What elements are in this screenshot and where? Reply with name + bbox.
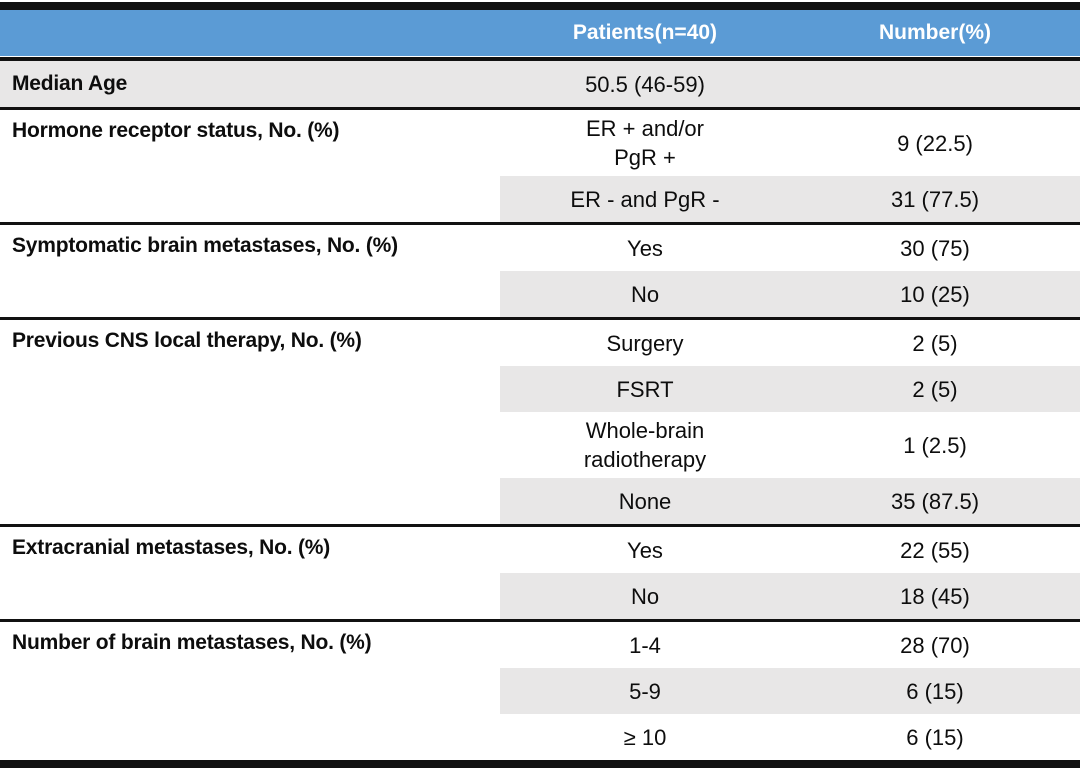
- top-margin: [0, 0, 1080, 2]
- section-label: Symptomatic brain metastases, No. (%): [12, 234, 398, 257]
- table-section: Extracranial metastases, No. (%) Yes 22 …: [0, 527, 1080, 622]
- patients-cell: 5-9: [629, 678, 661, 704]
- table-row: Yes 22 (55): [500, 527, 1080, 573]
- table-body: Median Age 50.5 (46-59) Hormone receptor…: [0, 61, 1080, 760]
- section-label: Number of brain metastases, No. (%): [12, 631, 372, 654]
- number-cell: 2 (5): [912, 376, 958, 402]
- table-row: 50.5 (46-59): [500, 61, 1080, 107]
- number-cell: [790, 80, 1080, 88]
- section-rows: Surgery 2 (5) FSRT 2 (5) Whole-brain rad…: [500, 320, 1080, 524]
- table-row: No 10 (25): [500, 271, 1080, 317]
- patients-cell: Yes: [627, 235, 663, 261]
- patients-cell: ≥ 10: [623, 724, 667, 750]
- section-rows: 1-4 28 (70) 5-9 6 (15) ≥ 10 6 (15): [500, 622, 1080, 760]
- table-row: None 35 (87.5): [500, 478, 1080, 524]
- table-row: Whole-brain radiotherapy 1 (2.5): [500, 412, 1080, 478]
- patients-cell: No: [630, 583, 660, 609]
- number-cell: 10 (25): [900, 281, 970, 307]
- patients-cell: ER - and PgR -: [570, 186, 720, 212]
- number-cell: 2 (5): [912, 330, 958, 356]
- table-row: ER - and PgR - 31 (77.5): [500, 176, 1080, 222]
- number-cell: 18 (45): [900, 583, 970, 609]
- table-row: 5-9 6 (15): [500, 668, 1080, 714]
- table-section: Previous CNS local therapy, No. (%) Surg…: [0, 320, 1080, 527]
- table-row: Yes 30 (75): [500, 225, 1080, 271]
- patients-cell: None: [618, 488, 672, 514]
- patients-cell: Surgery: [606, 330, 684, 356]
- patients-cell: Yes: [627, 537, 663, 563]
- table-row: ≥ 10 6 (15): [500, 714, 1080, 760]
- header-number-column: Number(%): [878, 21, 991, 44]
- patients-cell: Whole-brain radiotherapy: [583, 418, 707, 472]
- header-bottom-border: [0, 57, 1080, 61]
- table-row: ER + and/or PgR + 9 (22.5): [500, 110, 1080, 176]
- patients-cell: ER + and/or PgR +: [585, 116, 704, 170]
- table-section: Median Age 50.5 (46-59): [0, 61, 1080, 110]
- table-bottom-border: [0, 760, 1080, 768]
- number-cell: 31 (77.5): [890, 186, 980, 212]
- patients-cell: 1-4: [629, 632, 661, 658]
- number-cell: 6 (15): [906, 678, 964, 704]
- patients-cell: No: [630, 281, 660, 307]
- section-rows: Yes 30 (75) No 10 (25): [500, 225, 1080, 317]
- table-section: Number of brain metastases, No. (%) 1-4 …: [0, 622, 1080, 760]
- table-header-row: Patients(n=40) Number(%): [0, 10, 1080, 56]
- table-section: Symptomatic brain metastases, No. (%) Ye…: [0, 225, 1080, 320]
- section-label: Extracranial metastases, No. (%): [12, 536, 331, 559]
- section-rows: Yes 22 (55) No 18 (45): [500, 527, 1080, 619]
- patients-cell: 50.5 (46-59): [585, 71, 705, 97]
- table-row: Surgery 2 (5): [500, 320, 1080, 366]
- number-cell: 35 (87.5): [890, 488, 980, 514]
- number-cell: 9 (22.5): [897, 130, 973, 156]
- number-cell: 28 (70): [900, 632, 970, 658]
- table-top-border: [0, 2, 1080, 10]
- section-label: Hormone receptor status, No. (%): [12, 119, 340, 142]
- number-cell: 22 (55): [900, 537, 970, 563]
- number-cell: 1 (2.5): [903, 432, 967, 458]
- table-row: FSRT 2 (5): [500, 366, 1080, 412]
- header-patients-column: Patients(n=40): [572, 21, 718, 44]
- table-section: Hormone receptor status, No. (%) ER + an…: [0, 110, 1080, 225]
- section-rows: ER + and/or PgR + 9 (22.5) ER - and PgR …: [500, 110, 1080, 222]
- number-cell: 6 (15): [906, 724, 964, 750]
- patients-cell: FSRT: [616, 376, 674, 402]
- table-row: 1-4 28 (70): [500, 622, 1080, 668]
- number-cell: 30 (75): [900, 235, 970, 261]
- table-row: No 18 (45): [500, 573, 1080, 619]
- section-label: Median Age: [12, 72, 128, 95]
- section-label: Previous CNS local therapy, No. (%): [12, 329, 362, 352]
- section-rows: 50.5 (46-59): [500, 61, 1080, 107]
